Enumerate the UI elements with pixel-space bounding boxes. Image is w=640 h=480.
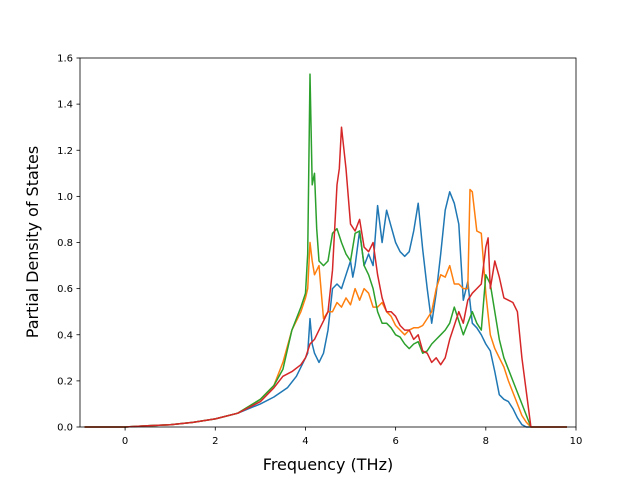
x-tick-label: 6: [392, 436, 398, 447]
y-axis-label: Partial Density of States: [23, 146, 42, 338]
y-tick-label: 1.2: [57, 146, 73, 157]
y-tick-label: 0.4: [57, 330, 73, 341]
y-tick-label: 0.8: [57, 238, 73, 249]
x-tick-label: 2: [212, 436, 218, 447]
x-tick-label: 4: [302, 436, 308, 447]
x-tick-label: 10: [570, 436, 583, 447]
x-axis-ticks: 0 2 4 6 8 10: [122, 427, 582, 447]
plot-frame: [79, 57, 577, 428]
series-layer: [84, 73, 567, 428]
series-line-4: [84, 126, 567, 428]
y-axis-ticks: 0.0 0.2 0.4 0.6 0.8 1.0 1.2 1.4 1.6: [57, 54, 80, 434]
y-tick-label: 0.6: [57, 284, 73, 295]
y-tick-label: 1.6: [57, 54, 73, 65]
y-tick-label: 0.2: [57, 376, 73, 387]
y-tick-label: 0.0: [57, 423, 73, 434]
x-tick-label: 8: [483, 436, 489, 447]
x-axis-label: Frequency (THz): [263, 455, 393, 474]
y-tick-label: 1.4: [57, 100, 73, 111]
series-line-3: [84, 73, 567, 428]
x-tick-label: 0: [122, 436, 128, 447]
y-tick-label: 1.0: [57, 192, 73, 203]
